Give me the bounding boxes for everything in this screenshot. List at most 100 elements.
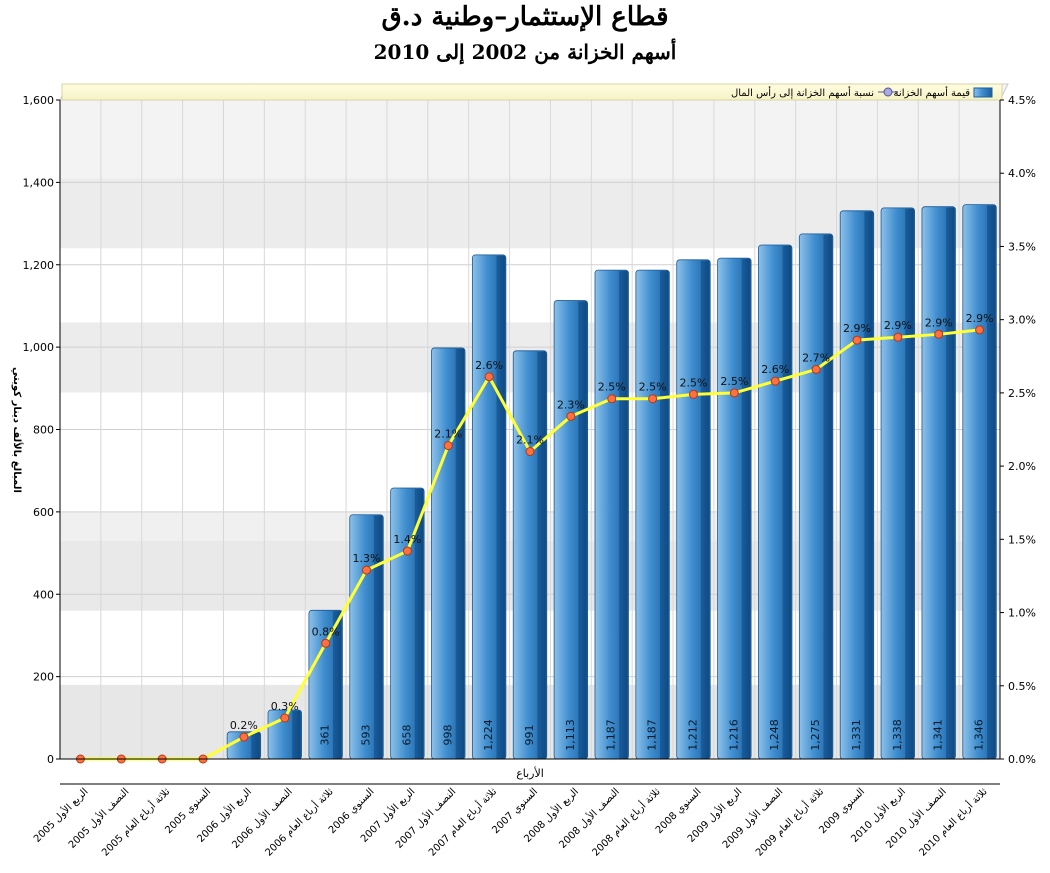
- y2-tick-label: 3.0%: [1008, 314, 1036, 327]
- bar-value-label: 1,216: [727, 719, 740, 751]
- y-tick-label: 800: [33, 424, 54, 437]
- bar-value-label: 1,341: [932, 719, 945, 751]
- x-tick-label: ثلاثة أرباع العام 2010: [916, 785, 990, 859]
- line-value-label: 2.7%: [802, 351, 830, 364]
- bar-value-label: 1,212: [686, 719, 699, 751]
- line-point: [525, 446, 535, 456]
- bar-shade: [946, 207, 955, 759]
- line-value-label: 2.5%: [639, 381, 667, 394]
- bar-value-label: 1,224: [482, 719, 495, 751]
- line-point: [607, 394, 617, 404]
- y-tick-label: 1,400: [23, 176, 55, 189]
- chart-title: قطاع الإستثمار–وطنية د.ق: [381, 2, 669, 32]
- line-value-label: 2.5%: [720, 375, 748, 388]
- bar-shade: [741, 259, 751, 759]
- line-point: [362, 565, 372, 575]
- line-point: [975, 325, 985, 335]
- bar-shade: [700, 260, 710, 759]
- legend-bar-swatch: [973, 87, 993, 98]
- y2-tick-label: 4.5%: [1008, 94, 1036, 107]
- bar-value-label: 361: [319, 725, 332, 746]
- bar-shade: [537, 351, 546, 759]
- legend-line-marker: [883, 87, 893, 97]
- line-point: [770, 376, 780, 386]
- bar-shade: [455, 348, 465, 759]
- bar-value-label: 1,338: [891, 719, 904, 751]
- line-value-label: 0.8%: [312, 625, 340, 638]
- bar-shade: [659, 271, 669, 759]
- bar-data-labels: 361 593 658 998 1,224 991 1,113 1,187 1,187 1,212…: [319, 719, 986, 751]
- y2-tick-label: 1.0%: [1008, 607, 1036, 620]
- line-point: [402, 546, 412, 556]
- y2-tick-label: 0.5%: [1008, 680, 1036, 693]
- x-tick-label: ثلاثة أرباع العام 2008: [589, 785, 663, 859]
- bar-shade: [251, 732, 260, 759]
- line-value-label: 2.1%: [434, 428, 462, 441]
- line-point: [688, 389, 698, 399]
- y2-tick-label: 2.5%: [1008, 387, 1036, 400]
- line-value-label: 2.3%: [557, 398, 585, 411]
- x-tick-label: ثلاثة أرباع العام 2006: [262, 785, 336, 859]
- x-tick-label: ثلاثة أرباع العام 2005: [99, 785, 173, 859]
- line-point: [443, 441, 453, 451]
- bar-value-label: 991: [523, 725, 536, 746]
- line-value-label: 2.9%: [843, 322, 871, 335]
- line-value-label: 0.3%: [271, 700, 299, 713]
- background-band: [60, 100, 1000, 179]
- line-point: [893, 332, 903, 342]
- y-tick-label: 400: [33, 588, 54, 601]
- legend-line-label: نسبة أسهم الخزانة إلى رأس المال: [731, 86, 874, 99]
- bar-value-label: 1,275: [809, 719, 822, 751]
- y-tick-label: 0: [47, 753, 54, 766]
- line-value-label: 1.3%: [353, 552, 381, 565]
- bar-shade: [496, 255, 505, 760]
- bar-shade: [986, 205, 996, 759]
- y-tick-label: 1,200: [23, 259, 55, 272]
- x-tick-label: ثلاثة أرباع العام 2009: [753, 785, 827, 859]
- line-point: [811, 364, 821, 374]
- line-value-label: 0.2%: [230, 719, 258, 732]
- y2-tick-label: 3.5%: [1008, 240, 1036, 253]
- bar-shade: [414, 488, 424, 759]
- legend-bar-label: قيمة أسهم الخزانة: [894, 86, 971, 99]
- bar-shade: [578, 301, 587, 759]
- bar-shade: [373, 515, 383, 759]
- y2-tick-label: 1.5%: [1008, 533, 1036, 546]
- y-tick-label: 200: [33, 671, 54, 684]
- line-value-label: 2.6%: [761, 363, 789, 376]
- bar-value-label: 1,331: [850, 719, 863, 751]
- bar-value-label: 593: [360, 725, 373, 746]
- bar-value-label: 1,113: [564, 719, 577, 751]
- line-point: [934, 329, 944, 339]
- x-tick-label: ثلاثة أرباع العام 2007: [426, 785, 500, 859]
- line-point: [239, 732, 249, 742]
- y-tick-label: 600: [33, 506, 54, 519]
- y2-tick-label: 2.0%: [1008, 460, 1036, 473]
- line-value-label: 2.5%: [598, 381, 626, 394]
- bar-value-label: 658: [400, 725, 413, 746]
- y2-tick-label: 4.0%: [1008, 167, 1036, 180]
- y-axis-title: المبالغ بالألف دينار كويتي: [11, 367, 24, 493]
- line-value-label: 2.6%: [475, 359, 503, 372]
- line-point: [729, 388, 739, 398]
- bar-shade: [333, 611, 342, 759]
- line-value-label: 2.5%: [680, 376, 708, 389]
- y-tick-label: 1,000: [23, 341, 55, 354]
- x-axis-title: الأرباع: [516, 766, 544, 780]
- bar-shade: [823, 234, 832, 759]
- bar-shade: [905, 208, 914, 759]
- line-value-label: 2.9%: [925, 316, 953, 329]
- bar-shade: [782, 245, 791, 760]
- line-point: [484, 372, 494, 382]
- line-point: [566, 411, 576, 421]
- chart-subtitle: أسهم الخزانة من 2002 إلى 2010: [373, 40, 677, 64]
- line-value-label: 2.9%: [884, 319, 912, 332]
- bar-value-label: 1,187: [646, 719, 659, 751]
- bar-value-label: 1,346: [973, 719, 986, 751]
- bar-value-label: 998: [441, 725, 454, 746]
- line-value-label: 2.9%: [966, 312, 994, 325]
- line-point: [321, 638, 331, 648]
- bar-value-label: 1,248: [768, 719, 781, 751]
- line-value-label: 1.4%: [393, 533, 421, 546]
